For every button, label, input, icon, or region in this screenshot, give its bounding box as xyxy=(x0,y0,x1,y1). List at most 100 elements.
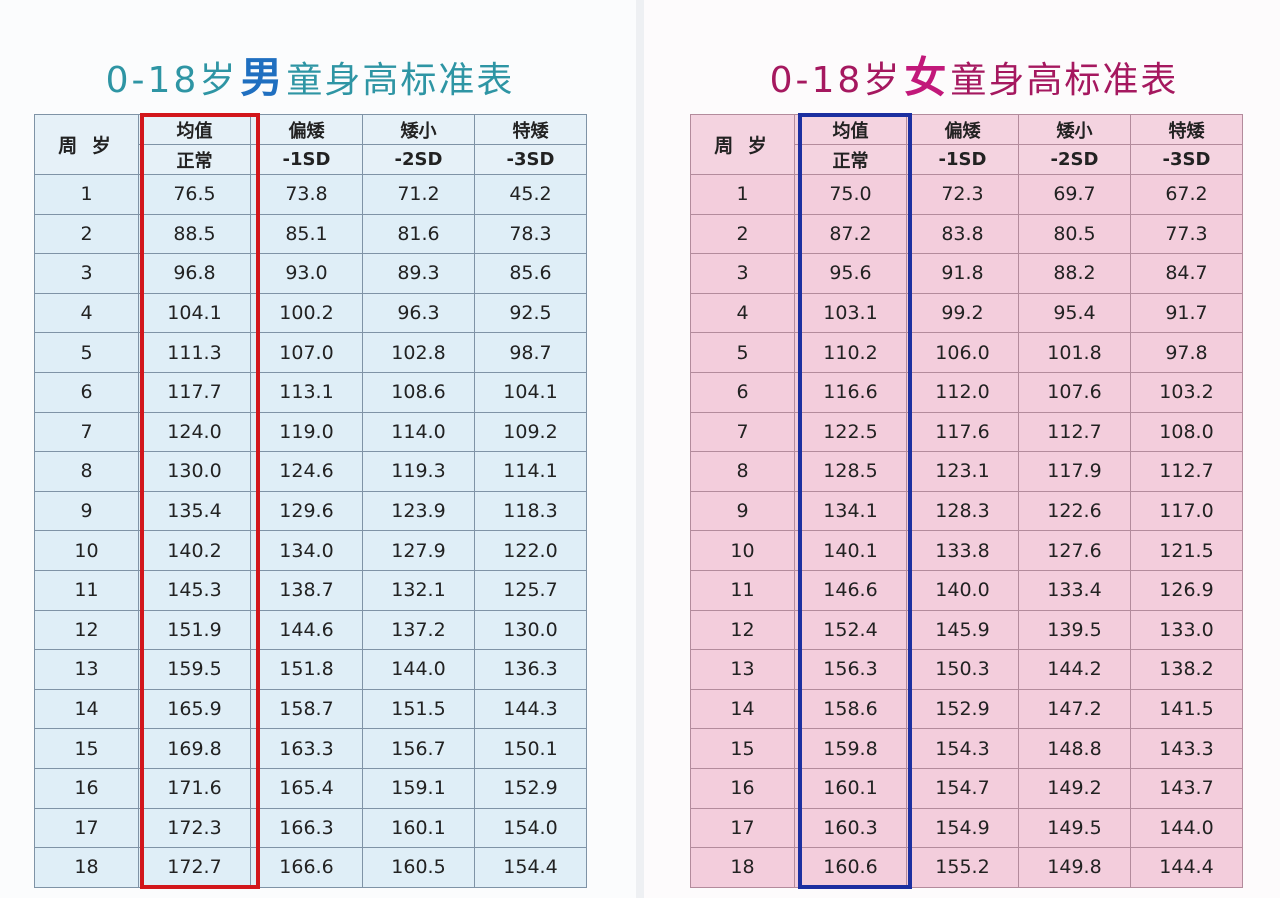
girls-cell-mean: 140.1 xyxy=(794,530,907,571)
boys-height-table: 周 岁 均值 偏矮 矮小 特矮 正常 -1SD -2SD -3SD 1 76.5 7… xyxy=(34,114,587,888)
boys-cell-minus-2sd: 119.3 xyxy=(362,451,475,492)
boys-cell-minus-2sd: 137.2 xyxy=(362,609,475,651)
girls-table-row: 5 110.2 106.0 101.8 97.8 xyxy=(690,332,1243,373)
girls-cell-minus-2sd: 69.7 xyxy=(1018,174,1131,215)
girls-cell-age: 15 xyxy=(690,728,795,769)
girls-cell-minus-1sd: 154.9 xyxy=(906,807,1019,849)
girls-table-row: 16 160.1 154.7 149.2 143.7 xyxy=(690,767,1243,809)
girls-cell-age: 1 xyxy=(690,174,795,215)
girls-cell-mean: 128.5 xyxy=(794,451,907,492)
boys-cell-minus-1sd: 100.2 xyxy=(250,292,363,334)
girls-cell-minus-2sd: 127.6 xyxy=(1018,530,1131,571)
girls-title-gender: 女 xyxy=(904,53,949,102)
girls-cell-age: 4 xyxy=(690,292,795,334)
boys-table-row: 10 140.2 134.0 127.9 122.0 xyxy=(34,530,587,571)
boys-cell-minus-3sd: 118.3 xyxy=(474,490,587,532)
boys-table-body: 1 76.5 73.8 71.2 45.2 2 88.5 85.1 81.6 78.3 3 96.8 9… xyxy=(34,174,587,888)
girls-cell-minus-1sd: 128.3 xyxy=(906,490,1019,532)
boys-title-gender: 男 xyxy=(240,53,285,102)
boys-cell-minus-3sd: 109.2 xyxy=(474,411,587,453)
girls-cell-minus-2sd: 80.5 xyxy=(1018,213,1131,255)
girls-cell-minus-2sd: 139.5 xyxy=(1018,609,1131,651)
boys-cell-minus-1sd: 158.7 xyxy=(250,688,363,730)
boys-cell-minus-2sd: 159.1 xyxy=(362,767,475,809)
boys-cell-minus-2sd: 160.1 xyxy=(362,807,475,849)
boys-header-2sd: 矮小 xyxy=(362,114,475,145)
boys-panel: 0-18岁 男 童身高标准表 周 岁 均值 偏矮 矮小 特矮 正常 -1SD -… xyxy=(0,0,636,898)
boys-cell-minus-2sd: 102.8 xyxy=(362,332,475,373)
girls-cell-mean: 160.1 xyxy=(794,767,907,809)
boys-cell-mean: 124.0 xyxy=(138,411,251,453)
boys-cell-age: 16 xyxy=(34,767,139,809)
girls-cell-minus-1sd: 145.9 xyxy=(906,609,1019,651)
boys-cell-minus-1sd: 113.1 xyxy=(250,371,363,413)
boys-cell-age: 7 xyxy=(34,411,139,453)
boys-cell-minus-1sd: 129.6 xyxy=(250,490,363,532)
boys-cell-minus-2sd: 160.5 xyxy=(362,847,475,888)
boys-cell-minus-2sd: 71.2 xyxy=(362,174,475,215)
boys-cell-minus-2sd: 132.1 xyxy=(362,569,475,611)
girls-cell-minus-3sd: 121.5 xyxy=(1130,530,1243,571)
girls-cell-minus-1sd: 106.0 xyxy=(906,332,1019,373)
boys-cell-minus-1sd: 93.0 xyxy=(250,253,363,294)
girls-cell-minus-2sd: 133.4 xyxy=(1018,569,1131,611)
girls-cell-age: 8 xyxy=(690,451,795,492)
girls-table-row: 1 75.0 72.3 69.7 67.2 xyxy=(690,174,1243,215)
boys-cell-age: 10 xyxy=(34,530,139,571)
boys-cell-mean: 117.7 xyxy=(138,371,251,413)
boys-cell-minus-1sd: 163.3 xyxy=(250,728,363,769)
boys-table-row: 3 96.8 93.0 89.3 85.6 xyxy=(34,253,587,294)
girls-cell-age: 6 xyxy=(690,371,795,413)
boys-cell-minus-2sd: 89.3 xyxy=(362,253,475,294)
boys-cell-age: 15 xyxy=(34,728,139,769)
girls-cell-minus-1sd: 152.9 xyxy=(906,688,1019,730)
boys-table-row: 13 159.5 151.8 144.0 136.3 xyxy=(34,649,587,690)
girls-table-row: 14 158.6 152.9 147.2 141.5 xyxy=(690,688,1243,730)
boys-title-age: 0-18岁 xyxy=(105,60,239,101)
boys-cell-mean: 104.1 xyxy=(138,292,251,334)
girls-cell-age: 5 xyxy=(690,332,795,373)
girls-cell-minus-2sd: 112.7 xyxy=(1018,411,1131,453)
girls-cell-age: 13 xyxy=(690,649,795,690)
girls-cell-mean: 159.8 xyxy=(794,728,907,769)
girls-cell-mean: 158.6 xyxy=(794,688,907,730)
girls-table-body: 1 75.0 72.3 69.7 67.2 2 87.2 83.8 80.5 77.3 3 95.6 9… xyxy=(690,174,1243,888)
boys-cell-minus-1sd: 124.6 xyxy=(250,451,363,492)
boys-cell-minus-3sd: 125.7 xyxy=(474,569,587,611)
girls-cell-minus-2sd: 122.6 xyxy=(1018,490,1131,532)
girls-cell-age: 17 xyxy=(690,807,795,849)
boys-subheader-3sd: -3SD xyxy=(474,144,587,175)
girls-cell-age: 14 xyxy=(690,688,795,730)
boys-cell-minus-3sd: 98.7 xyxy=(474,332,587,373)
boys-cell-minus-1sd: 138.7 xyxy=(250,569,363,611)
girls-cell-minus-1sd: 72.3 xyxy=(906,174,1019,215)
girls-cell-minus-2sd: 149.5 xyxy=(1018,807,1131,849)
boys-header-3sd: 特矮 xyxy=(474,114,587,145)
girls-cell-minus-3sd: 144.0 xyxy=(1130,807,1243,849)
girls-table-row: 8 128.5 123.1 117.9 112.7 xyxy=(690,451,1243,492)
girls-cell-minus-2sd: 149.2 xyxy=(1018,767,1131,809)
girls-cell-mean: 156.3 xyxy=(794,649,907,690)
girls-cell-minus-3sd: 97.8 xyxy=(1130,332,1243,373)
girls-cell-minus-2sd: 117.9 xyxy=(1018,451,1131,492)
girls-table-row: 9 134.1 128.3 122.6 117.0 xyxy=(690,490,1243,532)
boys-cell-minus-2sd: 96.3 xyxy=(362,292,475,334)
girls-cell-age: 2 xyxy=(690,213,795,255)
boys-cell-minus-2sd: 114.0 xyxy=(362,411,475,453)
girls-cell-minus-2sd: 144.2 xyxy=(1018,649,1131,690)
panel-divider xyxy=(636,0,644,898)
boys-cell-minus-1sd: 166.6 xyxy=(250,847,363,888)
girls-title: 0-18岁 女 童身高标准表 xyxy=(694,44,1254,104)
boys-cell-age: 12 xyxy=(34,609,139,651)
girls-cell-minus-2sd: 148.8 xyxy=(1018,728,1131,769)
boys-cell-age: 8 xyxy=(34,451,139,492)
girls-table-row: 4 103.1 99.2 95.4 91.7 xyxy=(690,292,1243,334)
boys-table-row: 6 117.7 113.1 108.6 104.1 xyxy=(34,371,587,413)
boys-cell-minus-2sd: 127.9 xyxy=(362,530,475,571)
girls-subheader-1sd: -1SD xyxy=(906,144,1019,175)
boys-cell-age: 4 xyxy=(34,292,139,334)
girls-cell-mean: 103.1 xyxy=(794,292,907,334)
boys-cell-mean: 169.8 xyxy=(138,728,251,769)
boys-age-header: 周 岁 xyxy=(34,114,139,175)
boys-table-row: 2 88.5 85.1 81.6 78.3 xyxy=(34,213,587,255)
